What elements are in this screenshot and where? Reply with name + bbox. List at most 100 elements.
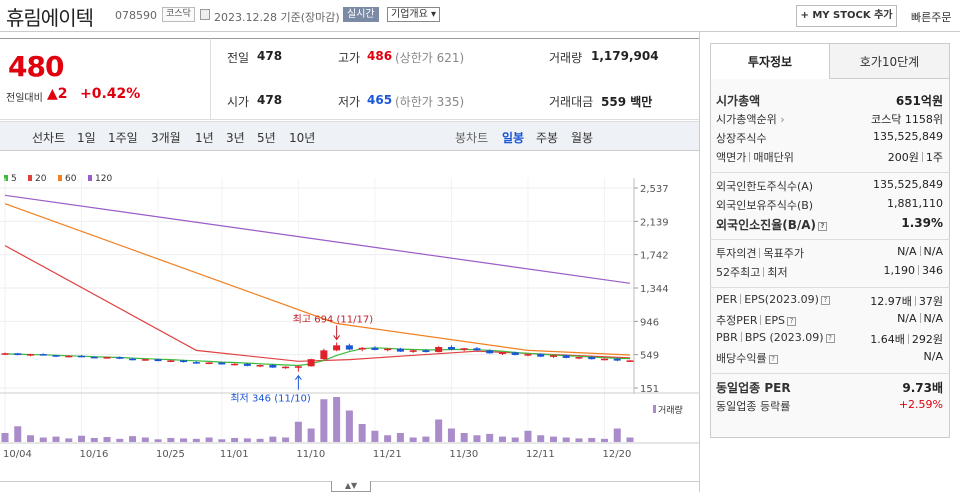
volume-bar [626, 437, 634, 442]
candle-body [371, 347, 379, 350]
section-divider [710, 239, 950, 240]
candle-body [384, 348, 392, 351]
period-10y[interactable]: 10년 [289, 131, 316, 145]
period-1y[interactable]: 1년 [195, 131, 214, 145]
candle-body [345, 345, 353, 350]
volume-bar [116, 438, 124, 442]
side-panel [710, 43, 950, 438]
candle-body [307, 359, 315, 367]
volume-bar [613, 428, 621, 442]
volume-bar [205, 437, 213, 442]
volume-bar [103, 437, 111, 442]
y-tick-label: 946 [640, 317, 659, 328]
legend-swatch-20 [28, 175, 32, 181]
volume-bar [282, 437, 290, 442]
period-5y[interactable]: 5년 [257, 131, 276, 145]
help-icon[interactable]: ? [825, 334, 835, 343]
volume-bar [243, 438, 251, 442]
period-3m[interactable]: 3개월 [151, 131, 181, 145]
volume-legend-swatch [653, 405, 656, 413]
candle-body [243, 363, 251, 366]
section-divider [710, 287, 950, 288]
info-value-2-0: 135,525,849 [873, 178, 943, 191]
x-tick-label: 11/21 [373, 449, 402, 460]
tab-order-book[interactable]: 호가10단계 [829, 43, 950, 79]
volume-bar [14, 426, 22, 442]
volume-bar [396, 433, 404, 442]
volume-bar [345, 410, 353, 442]
legend-swatch-5 [4, 175, 8, 181]
info-value-4-2: 1.64배 292원 [870, 333, 943, 346]
quick-order-link[interactable]: 빠른주문 [911, 11, 952, 24]
candle-body [205, 362, 213, 365]
company-info-button[interactable]: 기업개요 ▾ [387, 7, 441, 22]
candle-body [396, 348, 404, 352]
change-value: ▲2 [47, 86, 68, 102]
info-value-4-3: N/A [923, 350, 943, 363]
period-1d[interactable]: 1일 [77, 131, 96, 145]
candle-body [256, 365, 264, 367]
candle-daily[interactable]: 일봉 [502, 131, 525, 145]
calendar-icon [200, 9, 210, 20]
candle-chart-label: 봉차트 [455, 131, 489, 145]
candle-body [435, 347, 443, 353]
volume-bar [435, 419, 443, 442]
period-1w[interactable]: 1주일 [108, 131, 138, 145]
help-icon[interactable]: ? [787, 317, 797, 326]
candle-body [549, 355, 557, 357]
up-arrow-icon: ▲ [47, 86, 58, 102]
volume-bar [537, 435, 545, 442]
volume-bar [192, 438, 200, 442]
period-3y[interactable]: 3년 [226, 131, 245, 145]
info-label-4-0: PER EPS(2023.09)? [716, 293, 830, 306]
candle-body [65, 355, 73, 358]
help-icon[interactable]: ? [768, 355, 778, 364]
volume-bar [549, 436, 557, 442]
stock-code: 078590 [115, 9, 157, 22]
x-tick-label: 12/11 [526, 449, 555, 460]
candle-body [486, 350, 494, 354]
low-label: 저가 [338, 95, 361, 109]
x-tick-label: 11/01 [220, 449, 249, 460]
chart-resize-handle[interactable]: ▲▼ [331, 481, 371, 492]
tab-invest-info[interactable]: 투자정보 [710, 43, 830, 79]
info-value-1-3: 200원 1주 [887, 151, 943, 164]
legend-label-5: 5 [11, 174, 17, 184]
volume-bar [600, 438, 608, 442]
realtime-button[interactable]: 실시간 [343, 7, 379, 22]
info-label-1-1: 시가총액순위 › [716, 113, 785, 126]
candle-body [218, 362, 226, 365]
open-value: 478 [257, 93, 283, 107]
volume-bar [371, 430, 379, 442]
change-percent: +0.42% [80, 86, 141, 102]
volume-bar [447, 428, 455, 442]
volume-bar [294, 421, 302, 442]
help-icon[interactable]: ? [818, 222, 828, 231]
volume-bar [180, 438, 188, 442]
volume-label: 거래량 [549, 51, 583, 65]
section-divider [710, 373, 950, 374]
chart-border [699, 32, 700, 492]
legend-label-120: 120 [95, 174, 112, 184]
volume-bar [154, 439, 162, 442]
info-label-4-3: 배당수익률? [716, 350, 778, 366]
volume-bar [422, 436, 430, 442]
low-arrow-head [294, 374, 302, 380]
candle-body [588, 357, 596, 360]
help-icon[interactable]: ? [820, 296, 830, 305]
volume-bar [498, 436, 506, 442]
candle-body [473, 348, 481, 351]
volume-bar [575, 438, 583, 442]
candle-monthly[interactable]: 월봉 [571, 131, 594, 145]
candle-body [129, 358, 137, 361]
price-stats [210, 38, 700, 120]
high-label: 고가 [338, 51, 361, 65]
volume-bar [511, 437, 519, 442]
candle-weekly[interactable]: 주봉 [536, 131, 559, 145]
add-mystock-button[interactable]: + MY STOCK 추가 [796, 5, 897, 27]
volume-bar [256, 438, 264, 442]
legend-swatch-120 [88, 175, 92, 181]
info-label-1-3: 액면가 매매단위 [716, 151, 794, 164]
info-value-4-0: 12.97배 37원 [870, 295, 943, 308]
candle-body [498, 352, 506, 354]
